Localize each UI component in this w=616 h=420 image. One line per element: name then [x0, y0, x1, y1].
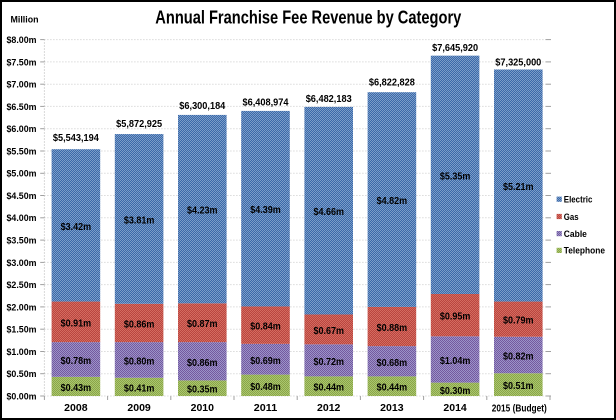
svg-text:$3.00m: $3.00m — [7, 258, 37, 269]
svg-text:$0.68m: $0.68m — [377, 358, 408, 369]
svg-text:$6,300,184: $6,300,184 — [179, 101, 225, 112]
svg-text:$0.78m: $0.78m — [61, 356, 92, 367]
svg-text:Million: Million — [11, 14, 39, 25]
svg-text:$0.43m: $0.43m — [61, 383, 92, 394]
svg-text:2012: 2012 — [317, 403, 341, 414]
svg-text:$6,822,828: $6,822,828 — [369, 78, 415, 89]
svg-text:Cable: Cable — [564, 229, 587, 239]
svg-text:$2.00m: $2.00m — [7, 302, 37, 313]
svg-text:$0.80m: $0.80m — [124, 356, 155, 367]
svg-text:2014: 2014 — [443, 403, 467, 414]
svg-text:$5.21m: $5.21m — [503, 182, 534, 193]
svg-text:$4.66m: $4.66m — [313, 207, 344, 218]
svg-text:$3.50m: $3.50m — [7, 236, 37, 247]
svg-text:2015 (Budget): 2015 (Budget) — [492, 403, 547, 414]
svg-text:$0.44m: $0.44m — [313, 383, 344, 394]
svg-text:Gas: Gas — [564, 212, 579, 222]
svg-text:$8.00m: $8.00m — [7, 35, 37, 46]
svg-text:$0.35m: $0.35m — [187, 385, 218, 396]
svg-text:$0.95m: $0.95m — [440, 312, 471, 323]
svg-text:$2.50m: $2.50m — [7, 280, 37, 291]
svg-text:$0.82m: $0.82m — [503, 352, 534, 363]
svg-text:$3.81m: $3.81m — [124, 215, 155, 226]
svg-text:$0.86m: $0.86m — [187, 358, 218, 369]
svg-text:$1.00m: $1.00m — [7, 347, 37, 358]
svg-text:$5.00m: $5.00m — [7, 169, 37, 180]
svg-text:$0.41m: $0.41m — [124, 383, 155, 394]
svg-text:$4.82m: $4.82m — [377, 196, 408, 207]
svg-text:2009: 2009 — [127, 403, 151, 414]
svg-text:$7.50m: $7.50m — [7, 57, 37, 68]
svg-text:$0.69m: $0.69m — [250, 356, 281, 367]
svg-text:$4.23m: $4.23m — [187, 206, 218, 217]
svg-text:$0.84m: $0.84m — [250, 322, 281, 333]
svg-text:$0.87m: $0.87m — [187, 319, 218, 330]
svg-text:$0.72m: $0.72m — [313, 357, 344, 368]
svg-text:$4.39m: $4.39m — [250, 205, 281, 216]
svg-text:$4.00m: $4.00m — [7, 213, 37, 224]
svg-text:$1.04m: $1.04m — [440, 356, 471, 367]
svg-text:2011: 2011 — [254, 403, 278, 414]
svg-text:Annual Franchise Fee Revenue b: Annual Franchise Fee Revenue by Category — [155, 8, 461, 28]
svg-text:$0.51m: $0.51m — [503, 381, 534, 392]
svg-text:2013: 2013 — [380, 403, 404, 414]
svg-text:$0.86m: $0.86m — [124, 319, 155, 330]
svg-text:$0.30m: $0.30m — [440, 386, 471, 397]
svg-text:$0.67m: $0.67m — [313, 326, 344, 337]
svg-text:$1.50m: $1.50m — [7, 325, 37, 336]
svg-text:$3.42m: $3.42m — [61, 222, 92, 233]
svg-text:2010: 2010 — [191, 403, 215, 414]
svg-text:$0.44m: $0.44m — [377, 383, 408, 394]
svg-text:$0.88m: $0.88m — [377, 323, 408, 334]
svg-text:$0.91m: $0.91m — [61, 318, 92, 329]
svg-text:$6,408,974: $6,408,974 — [243, 98, 289, 109]
svg-text:$5.50m: $5.50m — [7, 146, 37, 157]
svg-text:$5,543,194: $5,543,194 — [53, 133, 99, 144]
svg-text:$7,325,000: $7,325,000 — [495, 58, 541, 69]
svg-text:$0.00m: $0.00m — [7, 391, 37, 402]
svg-text:$7,645,920: $7,645,920 — [432, 43, 478, 54]
svg-text:$6.00m: $6.00m — [7, 124, 37, 135]
svg-text:$7.00m: $7.00m — [7, 80, 37, 91]
svg-text:$4.50m: $4.50m — [7, 191, 37, 202]
svg-text:$5,872,925: $5,872,925 — [116, 119, 162, 130]
svg-text:$0.79m: $0.79m — [503, 316, 534, 327]
svg-text:Telephone: Telephone — [564, 246, 605, 256]
svg-text:$0.50m: $0.50m — [7, 369, 37, 380]
svg-text:Electric: Electric — [564, 195, 593, 205]
svg-text:2008: 2008 — [64, 403, 88, 414]
svg-text:$5.35m: $5.35m — [440, 171, 471, 182]
svg-text:$6,482,183: $6,482,183 — [306, 94, 352, 105]
svg-text:$6.50m: $6.50m — [7, 102, 37, 113]
svg-text:$0.48m: $0.48m — [250, 382, 281, 393]
